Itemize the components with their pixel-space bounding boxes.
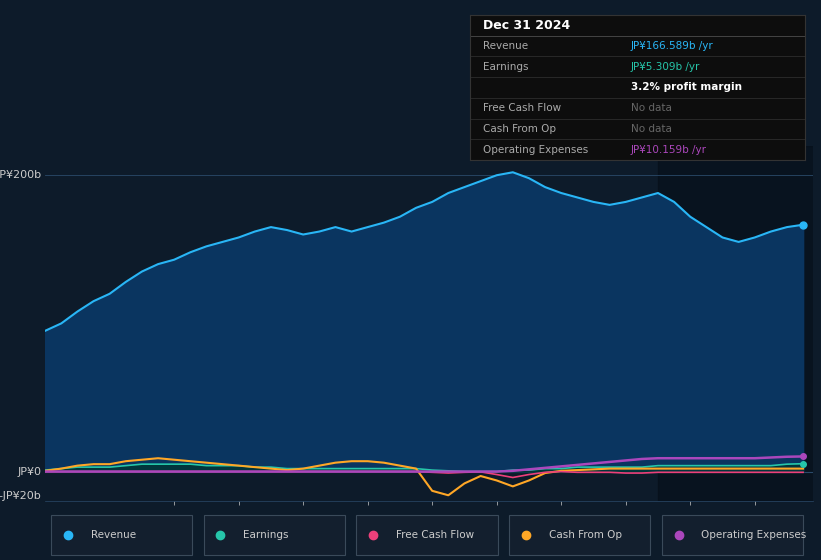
Bar: [658, 146, 821, 501]
Text: No data: No data: [631, 124, 672, 134]
Text: Dec 31 2024: Dec 31 2024: [484, 19, 571, 32]
Text: Operating Expenses: Operating Expenses: [484, 144, 589, 155]
Text: Earnings: Earnings: [484, 62, 529, 72]
Text: Earnings: Earnings: [243, 530, 289, 540]
Text: Free Cash Flow: Free Cash Flow: [396, 530, 474, 540]
Text: -JP¥20b: -JP¥20b: [0, 491, 41, 501]
Text: Cash From Op: Cash From Op: [484, 124, 557, 134]
Text: JP¥5.309b /yr: JP¥5.309b /yr: [631, 62, 700, 72]
Text: Revenue: Revenue: [90, 530, 135, 540]
Text: No data: No data: [631, 103, 672, 113]
Text: Revenue: Revenue: [484, 41, 529, 51]
Text: JP¥166.589b /yr: JP¥166.589b /yr: [631, 41, 713, 51]
Text: JP¥10.159b /yr: JP¥10.159b /yr: [631, 144, 707, 155]
FancyBboxPatch shape: [356, 515, 498, 555]
Text: JP¥200b: JP¥200b: [0, 170, 41, 180]
FancyBboxPatch shape: [662, 515, 803, 555]
FancyBboxPatch shape: [204, 515, 345, 555]
Text: Cash From Op: Cash From Op: [548, 530, 621, 540]
Text: 3.2% profit margin: 3.2% profit margin: [631, 82, 742, 92]
Text: Free Cash Flow: Free Cash Flow: [484, 103, 562, 113]
FancyBboxPatch shape: [51, 515, 192, 555]
Text: Operating Expenses: Operating Expenses: [701, 530, 807, 540]
Text: JP¥0: JP¥0: [17, 466, 41, 477]
FancyBboxPatch shape: [509, 515, 650, 555]
